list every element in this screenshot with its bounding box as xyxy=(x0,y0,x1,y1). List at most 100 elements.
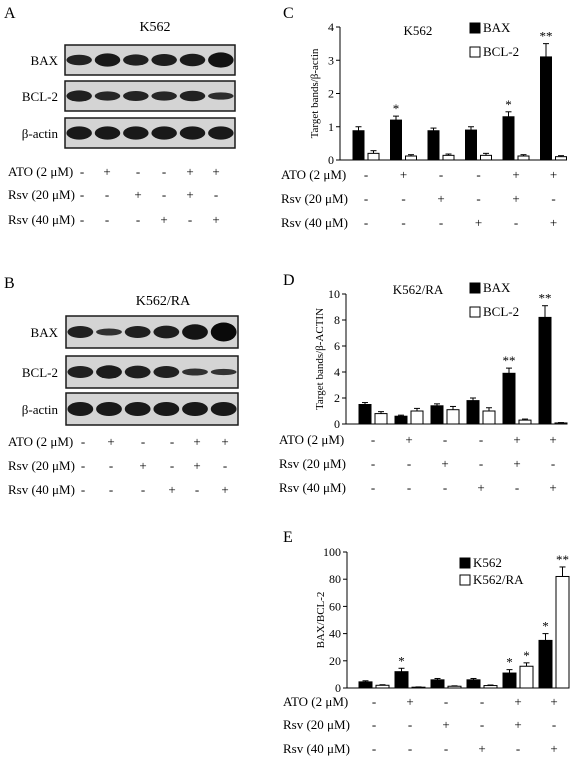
blot-band xyxy=(96,401,122,417)
y-tick-label: 80 xyxy=(329,572,341,586)
treatment-sign: + xyxy=(441,456,448,471)
blot-band xyxy=(210,322,237,342)
treatment-sign: - xyxy=(372,694,376,709)
treatment-sign: - xyxy=(371,456,375,471)
treatment-sign: - xyxy=(551,191,555,206)
chart-D: D K562/RA Target bands/β-ACTIN 0 2 4 6 8 10 ** ** B… xyxy=(279,272,568,495)
blot-band xyxy=(208,52,234,68)
treatment-sign: - xyxy=(195,482,199,497)
treatment-sign: + xyxy=(160,212,167,227)
bar-K562-6 xyxy=(538,639,553,689)
treatment-sign: + xyxy=(107,434,114,449)
legend-label: BAX xyxy=(483,20,511,35)
treatment-label: Rsv (20 μM) xyxy=(8,458,75,473)
bar-BCL-2-6 xyxy=(554,422,568,425)
treatment-sign: - xyxy=(371,480,375,495)
blot-band xyxy=(179,126,206,140)
blot-band xyxy=(66,54,92,66)
treatment-label: Rsv (40 μM) xyxy=(279,480,346,495)
treatment-label: Rsv (20 μM) xyxy=(8,187,75,202)
treatment-sign: - xyxy=(188,212,192,227)
blot-band xyxy=(208,92,234,100)
treatment-sign: + xyxy=(405,432,412,447)
treatment-sign: - xyxy=(223,458,227,473)
bar-BAX-4 xyxy=(466,400,480,425)
treatment-sign: + xyxy=(513,432,520,447)
treatment-sign: + xyxy=(193,434,200,449)
y-axis-label: Target bands/β-actin xyxy=(309,48,321,138)
treatment-sign: - xyxy=(439,167,443,182)
blot-band xyxy=(94,53,121,67)
bar-BAX-1 xyxy=(352,130,365,161)
treatment-sign: - xyxy=(81,434,85,449)
y-tick-label: 10 xyxy=(328,287,340,301)
treatment-sign: - xyxy=(444,741,448,756)
legend-swatch xyxy=(459,574,471,586)
treatment-sign: + xyxy=(550,215,557,230)
blot-strip xyxy=(65,315,239,349)
treatment-sign: + xyxy=(193,458,200,473)
y-tick-label: 4 xyxy=(328,20,334,34)
blot-band xyxy=(182,324,208,340)
bar-BCL-2-4 xyxy=(482,410,496,425)
treatment-sign: - xyxy=(516,741,520,756)
y-tick-label: 0 xyxy=(334,417,340,431)
band-label: BCL-2 xyxy=(22,89,58,104)
treatment-sign: - xyxy=(372,717,376,732)
blot-band xyxy=(66,126,92,140)
treatment-sign: + xyxy=(549,480,556,495)
blot-band xyxy=(208,126,234,140)
treatment-sign: - xyxy=(364,215,368,230)
treatment-label: Rsv (40 μM) xyxy=(281,215,348,230)
treatment-sign: - xyxy=(170,458,174,473)
treatment-sign: + xyxy=(549,432,556,447)
legend-swatch xyxy=(469,306,481,318)
blot-band xyxy=(96,365,122,379)
legend-swatch xyxy=(469,46,481,58)
treatment-sign: + xyxy=(400,167,407,182)
bar-BCL-2-3 xyxy=(446,409,460,425)
treatment-sign: - xyxy=(479,432,483,447)
blot-band xyxy=(153,366,180,378)
blot-band xyxy=(124,326,151,338)
treatment-label: ATO (2 μM) xyxy=(281,167,346,182)
treatment-sign: - xyxy=(443,480,447,495)
panel-letter: D xyxy=(283,272,295,289)
blot-band xyxy=(210,401,237,417)
treatment-sign: - xyxy=(552,717,556,732)
treatment-sign: - xyxy=(80,164,84,179)
significance-mark: * xyxy=(398,653,405,668)
treatment-sign: - xyxy=(407,456,411,471)
bar-BCL-2-5 xyxy=(517,155,530,161)
treatment-sign: + xyxy=(512,191,519,206)
blot-band xyxy=(179,90,206,102)
treatment-sign: - xyxy=(371,432,375,447)
bar-BCL-2-2 xyxy=(410,410,424,425)
blot-band xyxy=(124,401,151,417)
blot-band xyxy=(67,326,94,338)
significance-mark: * xyxy=(542,619,549,634)
treatment-sign: - xyxy=(109,458,113,473)
bar-BAX-2 xyxy=(394,415,408,425)
treatment-sign: - xyxy=(162,187,166,202)
blot-band xyxy=(151,54,177,66)
treatment-sign: - xyxy=(80,212,84,227)
treatment-sign: - xyxy=(136,212,140,227)
treatment-sign: + xyxy=(186,187,193,202)
treatment-label: Rsv (20 μM) xyxy=(283,717,350,732)
y-tick-label: 0 xyxy=(335,681,341,695)
treatment-sign: + xyxy=(406,694,413,709)
bar-K562/RA-3 xyxy=(447,685,462,689)
bar-BCL-2-4 xyxy=(480,154,492,161)
treatment-label: ATO (2 μM) xyxy=(279,432,344,447)
bar-BCL-2-3 xyxy=(442,154,455,161)
treatment-sign: - xyxy=(141,482,145,497)
treatment-label: Rsv (20 μM) xyxy=(281,191,348,206)
blot-band xyxy=(151,126,177,140)
treatment-label: Rsv (40 μM) xyxy=(8,482,75,497)
y-tick-label: 2 xyxy=(328,87,334,101)
panel-letter: A xyxy=(4,5,16,22)
treatment-sign: - xyxy=(480,694,484,709)
